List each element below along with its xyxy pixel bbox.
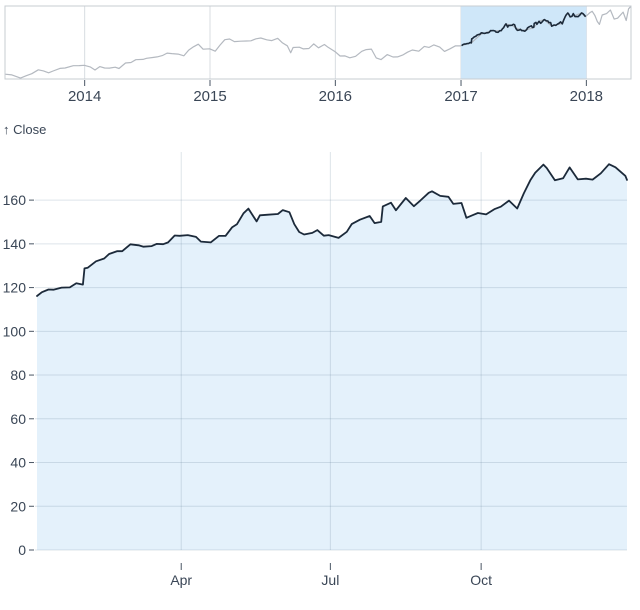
context-year-label: 2015 <box>193 88 226 105</box>
y-tick-label: 140 <box>3 236 27 252</box>
y-tick-label: 0 <box>18 542 26 558</box>
y-tick-label: 60 <box>10 411 26 427</box>
context-year-label: 2014 <box>68 88 101 105</box>
focus-chart: 0 20 40 60 80 100 120 140 160 Apr Jul Oct <box>3 152 628 588</box>
context-chart[interactable]: 2014 2015 2016 2017 2018 <box>4 5 632 105</box>
y-tick-label: 40 <box>10 455 26 471</box>
y-tick-label: 160 <box>3 192 27 208</box>
context-selected-series-line <box>461 12 587 47</box>
focus-area-fill <box>37 164 627 550</box>
focus-series-line <box>36 163 628 297</box>
y-tick-label: 80 <box>10 367 26 383</box>
context-year-label: 2017 <box>444 88 477 105</box>
x-tick-label: Oct <box>470 572 492 588</box>
context-frame <box>4 5 632 80</box>
y-axis-title: ↑ Close <box>3 122 46 137</box>
brush-selection[interactable] <box>461 6 587 79</box>
x-tick-label: Jul <box>321 572 339 588</box>
y-tick-label: 100 <box>3 323 27 339</box>
context-year-label: 2016 <box>319 88 352 105</box>
y-tick-label: 120 <box>3 280 27 296</box>
context-year-label: 2018 <box>570 88 603 105</box>
y-tick-label: 20 <box>10 498 26 514</box>
x-tick-label: Apr <box>170 572 192 588</box>
